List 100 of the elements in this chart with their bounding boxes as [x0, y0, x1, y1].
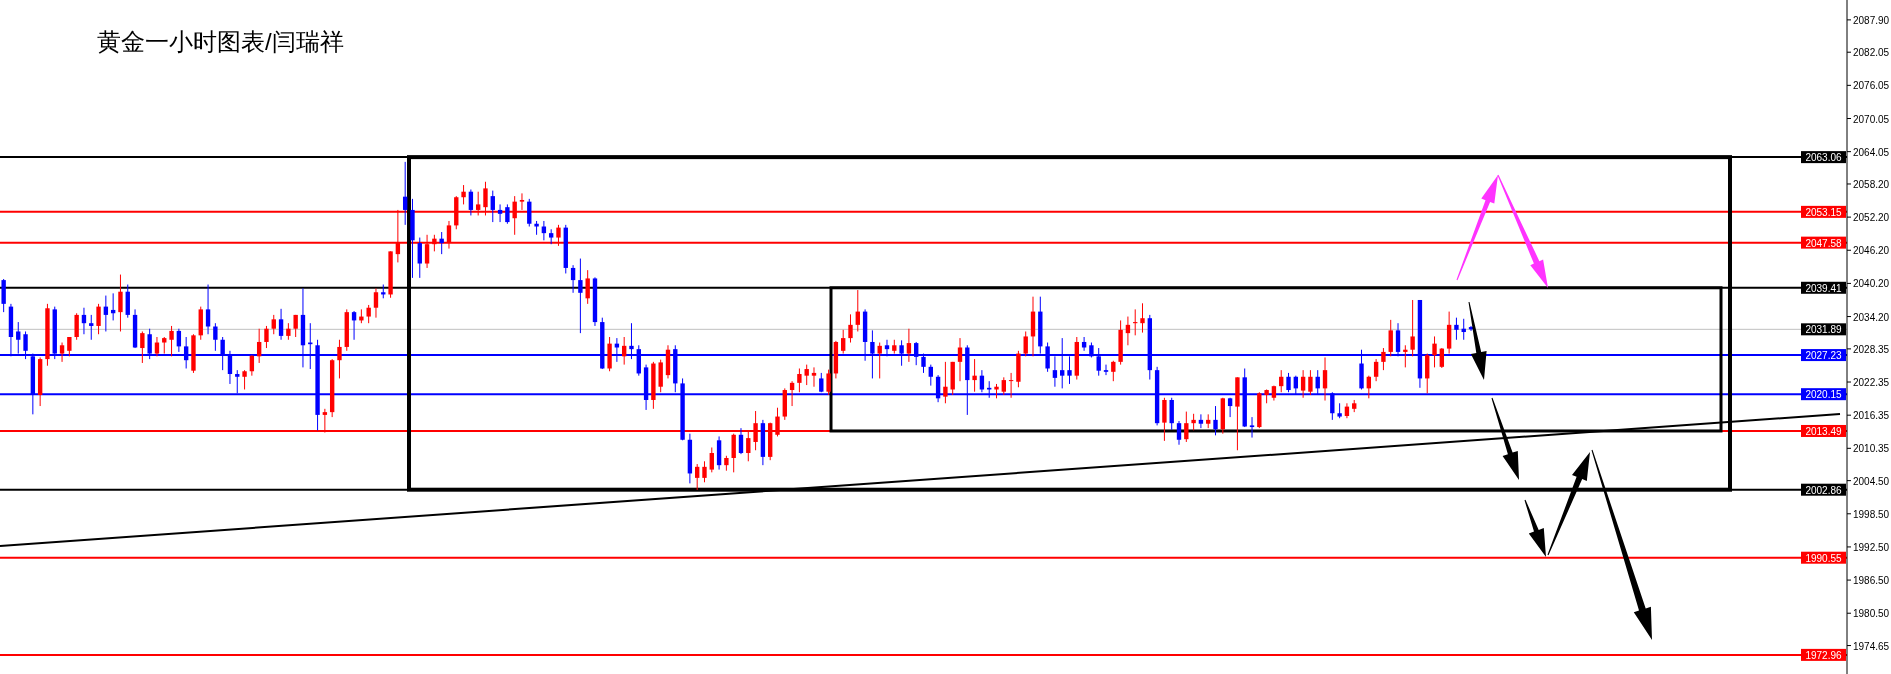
candlestick [461, 184, 466, 205]
candlestick [1162, 397, 1167, 442]
y-tick-label: 1974.65 [1853, 640, 1890, 652]
candlestick [74, 312, 79, 341]
ref-line-label: 2031.89 [1805, 324, 1843, 336]
candlestick [695, 463, 700, 491]
ref-line-label: 1990.55 [1805, 552, 1843, 564]
candlestick [841, 329, 846, 355]
candlestick [709, 446, 714, 473]
y-tick-label: 2022.35 [1853, 377, 1890, 389]
candlestick [1322, 356, 1328, 402]
y-tick-label: 2040.20 [1853, 278, 1890, 290]
ref-line-label: 2047.58 [1805, 237, 1843, 249]
ref-line-label: 2053.15 [1805, 206, 1843, 218]
candlestick [957, 337, 963, 382]
candlestick [1169, 397, 1174, 431]
candlestick [731, 433, 736, 473]
candlestick [1425, 353, 1430, 394]
candlestick [213, 322, 218, 352]
candlestick [1373, 358, 1379, 382]
candlestick [738, 427, 744, 455]
candlestick [1403, 344, 1408, 368]
candlestick [1111, 360, 1116, 382]
candlestick [337, 339, 342, 379]
y-tick-label: 2076.05 [1853, 80, 1890, 92]
candlestick [972, 358, 977, 393]
text: 黄金一小时图表/闫瑞祥 [97, 28, 344, 55]
candlestick [1446, 311, 1452, 355]
candlestick [497, 203, 503, 223]
candlestick [1300, 369, 1306, 399]
candlestick [373, 287, 379, 319]
candlestick [140, 330, 145, 364]
y-tick-label: 2016.35 [1853, 410, 1890, 422]
y-tick-label: 2087.90 [1853, 14, 1890, 26]
candlestick [468, 188, 474, 216]
candlestick [490, 190, 495, 223]
candlestick [877, 342, 882, 379]
candlestick [264, 325, 269, 349]
candlestick [1381, 347, 1386, 371]
candlestick [1023, 330, 1028, 357]
ref-line-label: 2020.15 [1805, 389, 1843, 401]
y-tick-label: 2010.35 [1853, 443, 1890, 455]
candlestick [578, 258, 583, 334]
candlestick [1198, 413, 1204, 429]
candlestick [1454, 317, 1459, 341]
candlestick [278, 308, 284, 341]
candlestick [928, 364, 933, 387]
candlestick [804, 364, 809, 386]
candlestick [439, 231, 444, 255]
y-tick-label: 1980.50 [1853, 608, 1890, 620]
candlestick [271, 314, 276, 335]
ref-line-label: 2002.86 [1805, 484, 1843, 496]
ref-line-label: 2063.06 [1805, 152, 1843, 164]
candlestick [702, 460, 707, 483]
ref-line-label: 2027.23 [1805, 350, 1843, 362]
candlestick [169, 325, 174, 357]
candlestick [505, 203, 510, 225]
candlestick [1140, 302, 1145, 334]
y-tick-label: 1986.50 [1853, 575, 1890, 587]
candlestick [1008, 372, 1014, 399]
candlestick [59, 342, 65, 363]
candlestick [1176, 420, 1182, 446]
candlestick [96, 303, 101, 335]
y-tick-label: 1998.50 [1853, 508, 1890, 520]
ref-line-label: 2039.41 [1805, 282, 1843, 294]
candlestick [154, 336, 160, 357]
candlestick [417, 237, 422, 279]
candlestick [527, 198, 532, 228]
candlestick [205, 284, 211, 335]
y-tick-label: 2046.20 [1853, 245, 1890, 257]
candlestick [366, 304, 371, 324]
y-tick-label: 1992.50 [1853, 541, 1890, 553]
candlestick [67, 336, 72, 357]
candlestick [1103, 364, 1109, 376]
candlestick [1213, 405, 1218, 436]
candlestick [118, 274, 123, 332]
candlestick [570, 264, 576, 294]
candlestick [826, 369, 831, 396]
y-tick-label: 2058.20 [1853, 178, 1890, 190]
candlestick [943, 361, 948, 404]
candlestick [848, 313, 853, 344]
candlestick [1439, 347, 1445, 369]
candlestick [789, 380, 795, 407]
candlestick [585, 269, 590, 305]
ref-line-label: 2013.49 [1805, 425, 1843, 437]
y-tick-label: 2064.05 [1853, 146, 1890, 158]
candlestick [1, 278, 6, 313]
candlestick [855, 289, 860, 332]
candlestick [242, 369, 247, 390]
candlestick [1249, 416, 1255, 439]
y-tick-label: 2028.35 [1853, 343, 1890, 355]
y-tick-label: 2052.20 [1853, 212, 1890, 224]
candlestick [89, 314, 94, 341]
candlestick [906, 328, 912, 363]
candlestick [1184, 411, 1189, 443]
y-tick-label: 2004.50 [1853, 475, 1890, 487]
candlestick [1308, 369, 1313, 396]
candlestick [1432, 335, 1437, 368]
candlestick [1388, 319, 1393, 357]
candlestick [797, 367, 802, 393]
